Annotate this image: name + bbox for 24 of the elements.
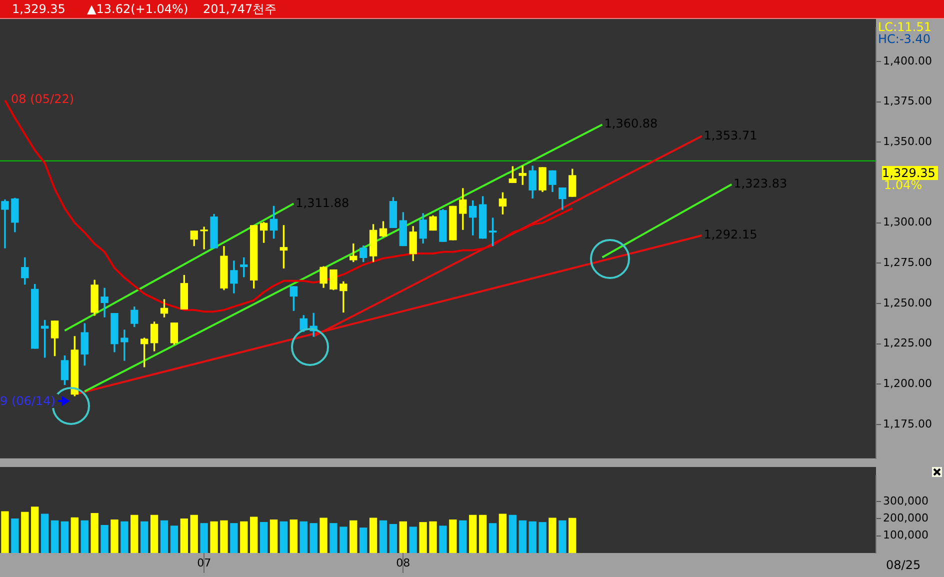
y-tick-label: 1,350.00 <box>883 135 932 148</box>
y-tick-label: 1,400.00 <box>883 54 932 68</box>
text: 201,747천주 <box>203 2 277 16</box>
annotation: 08 (05/22) <box>11 92 74 106</box>
y-tick-label: 1,300.00 <box>883 216 932 229</box>
y-tick-label: 200,000 <box>883 511 928 524</box>
y-tick-label: 1,375.00 <box>883 94 932 108</box>
y-tick-label: 1,275.00 <box>883 256 932 270</box>
y-tick-label: 100,000 <box>883 528 928 542</box>
text: 1,329.35 <box>12 2 66 16</box>
text: 1.04% <box>884 178 922 192</box>
annotation: 9 (06/14) <box>0 394 58 408</box>
text: HC:-3.40 <box>878 32 930 46</box>
y-tick-label: 1,250.00 <box>883 296 932 310</box>
y-tick-label: 1,175.00 <box>883 417 932 430</box>
chart-subtitle: ▲13.62(+1.04%) <box>87 2 188 16</box>
x-tick-label: 08 <box>396 556 410 570</box>
text: LC:11.51 <box>878 20 932 34</box>
x-tick-label: 07 <box>197 556 212 570</box>
y-tick-label: 300,000 <box>883 494 928 508</box>
text: 1,329.35 <box>882 166 938 180</box>
text: 08/25 <box>886 558 921 572</box>
y-tick-label: 1,225.00 <box>883 336 932 350</box>
y-tick-label: 1,200.00 <box>883 377 932 390</box>
